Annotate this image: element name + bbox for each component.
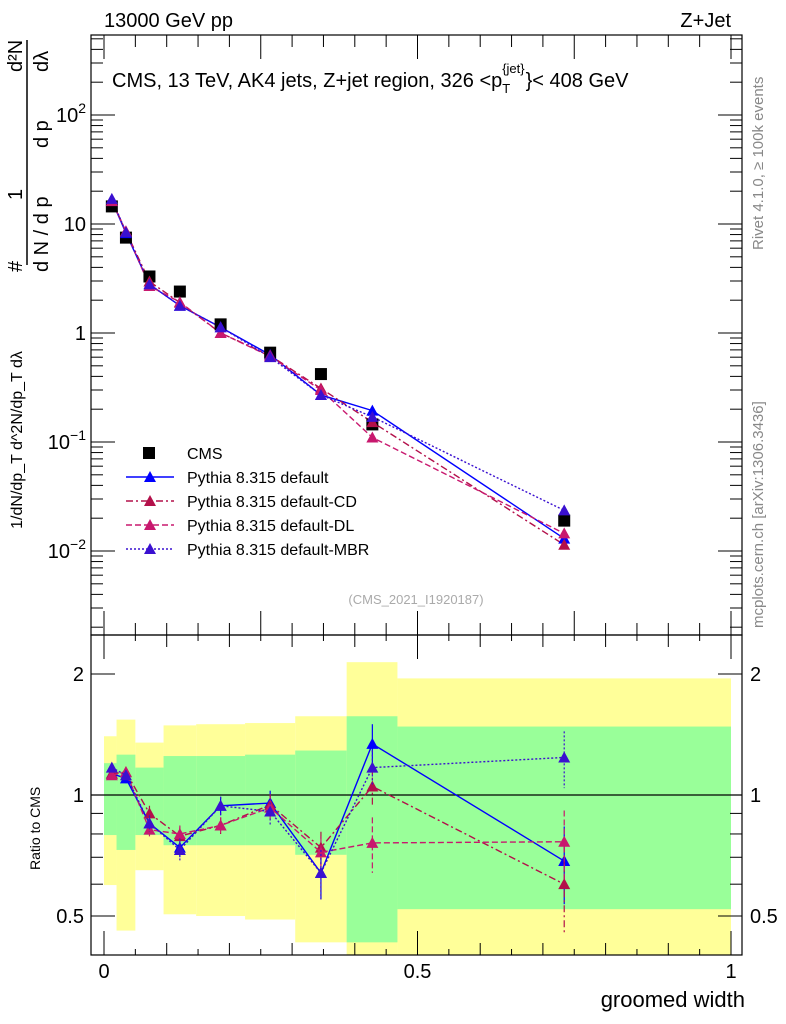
legend-marker-cms	[143, 447, 155, 459]
title-sub: T	[502, 81, 510, 96]
ylabel-den2b: dλ	[31, 51, 53, 72]
y-tick-label: 10−1	[48, 427, 86, 454]
ratio-point-3	[119, 769, 132, 781]
title-tail: }< 408 GeV	[526, 70, 630, 92]
ratio-panel: 0.5 0.5 1 1 2 2 0 0.5 1	[56, 634, 778, 983]
ratio-point-3	[214, 799, 227, 811]
analysis-id: (CMS_2021_I1920187)	[348, 592, 483, 607]
legend-label: Pythia 8.315 default-MBR	[187, 542, 369, 559]
header-right: Z+Jet	[680, 10, 731, 32]
series-line-1	[111, 200, 565, 540]
series-line-4	[111, 198, 565, 511]
data-point-4	[264, 351, 277, 363]
data-point-3	[366, 431, 379, 443]
legend-marker	[144, 495, 156, 506]
series-line-2	[111, 200, 565, 546]
ratio-y-tick-label-right: 1	[750, 785, 761, 807]
title-main: CMS, 13 TeV, AK4 jets, Z+jet region, 326…	[112, 70, 502, 92]
ratio-point-3	[105, 761, 118, 773]
data-point-2	[558, 538, 571, 550]
legend-marker	[144, 519, 156, 530]
data-point-4	[143, 278, 156, 290]
data-point-4	[214, 321, 227, 333]
y-axis-label: # 1 d N / d p d²N d p dλ 1/dN/dp_T d^2N/…	[5, 40, 53, 529]
data-point-3	[558, 527, 571, 539]
data-point-cms	[558, 514, 571, 527]
y-tick-exp: −1	[70, 427, 86, 443]
data-point-4	[105, 192, 118, 204]
ratio-point-3	[558, 751, 571, 763]
legend-label: Pythia 8.315 default	[187, 470, 329, 487]
data-point-4	[119, 226, 132, 238]
y-tick-base: 1	[75, 323, 86, 345]
y-tick-exp: −2	[70, 536, 86, 552]
ylabel-num2: d²N	[5, 40, 27, 72]
ratio-point-3	[173, 843, 186, 855]
x-tick-label: 1	[725, 961, 736, 983]
ratio-point-0	[366, 737, 379, 749]
y-tick-exp: 2	[78, 100, 86, 116]
legend-marker	[144, 471, 156, 482]
data-point-3	[214, 327, 227, 338]
band-1sigma	[104, 763, 117, 836]
legend-label: CMS	[187, 446, 223, 463]
chart-title: CMS, 13 TeV, AK4 jets, Z+jet region, 326…	[112, 61, 629, 96]
ratio-y-tick-label-left: 1	[73, 785, 84, 807]
ylabel-den: d N / d p	[31, 196, 53, 272]
ratio-point-2	[214, 819, 227, 831]
data-point-1	[366, 404, 379, 416]
ratio-point-2	[173, 827, 186, 839]
mcplots-label: mcplots.cern.ch [arXiv:1306.3436]	[750, 401, 767, 628]
ylabel-hash1: #	[5, 260, 27, 272]
ylabel-den2: d p	[31, 120, 53, 148]
y-tick-label: 10−2	[48, 536, 86, 563]
legend-label: Pythia 8.315 default-CD	[187, 494, 357, 511]
title-sup: {jet}	[502, 61, 525, 76]
ratio-point-3	[314, 866, 327, 878]
ratio-point-3	[366, 761, 379, 773]
y-tick-label: 1	[75, 323, 86, 345]
ratio-point-3	[143, 817, 156, 829]
y-tick-base: 10	[56, 105, 78, 127]
header-left: 13000 GeV pp	[104, 10, 233, 32]
rivet-label: Rivet 4.1.0, ≥ 100k events	[750, 77, 767, 250]
y-tick-base: 10	[64, 214, 86, 236]
ratio-point-1	[558, 878, 571, 890]
ratio-ylabel: Ratio to CMS	[27, 787, 43, 870]
data-point-cms	[173, 285, 186, 298]
data-point-4	[366, 410, 379, 422]
ratio-point-1	[366, 780, 379, 792]
ratio-point-3	[264, 805, 277, 817]
ratio-y-tick-label-left: 0.5	[56, 906, 84, 928]
legend-label: Pythia 8.315 default-DL	[187, 518, 354, 535]
ratio-line-3	[111, 756, 565, 875]
y-tick-label: 10	[64, 214, 86, 236]
data-point-4	[173, 299, 186, 311]
x-tick-label: 0	[98, 961, 109, 983]
ratio-y-tick-label-right: 2	[750, 664, 761, 686]
x-axis-label: groomed width	[601, 987, 745, 1012]
y-tick-base: 10	[48, 432, 70, 454]
x-tick-label: 0.5	[404, 961, 432, 983]
legend-marker	[144, 543, 156, 554]
ratio-y-tick-label-left: 2	[73, 664, 84, 686]
series-line-3	[111, 200, 565, 535]
ratio-point-2	[366, 836, 379, 848]
ylabel-num: 1	[5, 189, 27, 200]
ylabel-full: 1/dN/dp_T d^2N/dp_T dλ	[9, 351, 26, 529]
y-tick-base: 10	[48, 541, 70, 563]
ratio-point-2	[558, 835, 571, 847]
data-point-cms	[314, 368, 327, 381]
y-tick-label: 102	[56, 100, 86, 127]
data-point-4	[558, 504, 571, 516]
ratio-y-tick-label-right: 0.5	[750, 906, 778, 928]
data-point-4	[314, 388, 327, 400]
ratio-point-2	[105, 769, 118, 781]
